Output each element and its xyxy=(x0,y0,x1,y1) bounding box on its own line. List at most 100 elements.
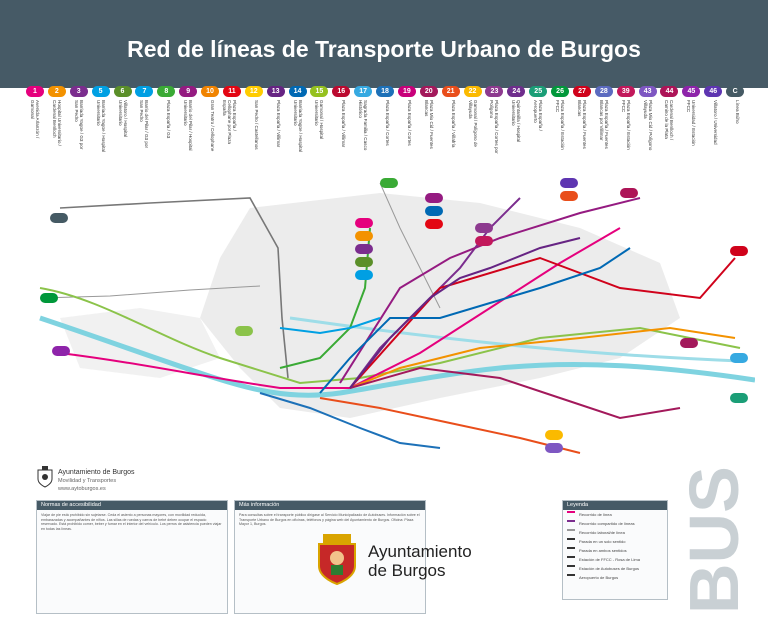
line-route-label: Plaza España / Fuentes Blancas por Villi… xyxy=(598,100,609,149)
line-badge xyxy=(52,346,70,356)
line-badge xyxy=(475,236,493,246)
bus-line xyxy=(349,326,736,389)
line-route-label: Plaza España / Villafría xyxy=(450,100,456,148)
info-box-text: Viajar de pie está prohibido sin sujetar… xyxy=(41,513,222,531)
line-number: 5 xyxy=(91,86,110,97)
line-number: 9 xyxy=(179,86,198,97)
org-name-line1: Ayuntamiento xyxy=(368,542,472,561)
bus-line xyxy=(349,237,581,389)
legend-label: Recorrido de línea xyxy=(579,512,612,517)
line-route-label: Plaza España / Villimar xyxy=(275,100,281,148)
city-coat-of-arms-icon xyxy=(318,534,356,586)
line-route-label: San Pedro / Castellanos xyxy=(253,100,259,150)
line-number: 6 xyxy=(113,86,132,97)
legend-label: Estación de FFCC - Rosa de Lima xyxy=(579,557,640,562)
line-badge xyxy=(680,338,698,348)
line-route-label: Plaza España / Estación FFCC xyxy=(555,100,566,150)
line-number: 15 xyxy=(310,86,329,97)
line-badge xyxy=(545,430,563,440)
bus-line xyxy=(319,247,631,394)
line-badge xyxy=(560,191,578,201)
line-route-label: Plaza España / Aeropuerto xyxy=(533,100,544,131)
line-number: 7 xyxy=(135,86,154,97)
line-badge xyxy=(560,178,578,188)
line-badge xyxy=(425,219,443,229)
line-route-label: Universidad / Estación FFCC xyxy=(686,100,697,146)
river-arlanzon xyxy=(39,315,755,398)
legend-symbol-icon xyxy=(567,537,575,546)
org-dept: Movilidad y Transportes xyxy=(58,478,117,484)
legend-label: Recorrido laboral/de línea xyxy=(579,530,625,535)
org-block-small: Ayuntamiento de Burgos Movilidad y Trans… xyxy=(58,469,135,493)
line-route-label: Barriada Yagüe / Hospital Universitario xyxy=(95,100,106,152)
bus-line xyxy=(59,227,621,389)
bus-line xyxy=(349,366,681,420)
line-index: 1 Avenida Arlanzón / Gamonal 2 Hospital Uni… xyxy=(26,86,750,156)
line-number: 39 xyxy=(616,86,635,97)
info-box-accessibility: Normas de accesibilidad Viajar de pie es… xyxy=(36,500,228,614)
line-route-label: Quintanilla / Hospital Universitario xyxy=(511,100,522,143)
line-route-label: Plaza España / Cortes por Polígono xyxy=(489,100,500,154)
line-badge xyxy=(545,443,563,453)
transit-map xyxy=(39,178,755,454)
svg-text:BUS: BUS xyxy=(676,466,753,614)
line-number: 44 xyxy=(660,86,679,97)
line-number: 45 xyxy=(682,86,701,97)
bus-line xyxy=(349,256,736,389)
line-route-label: Barriada Yagüe / G3 por San Pedro xyxy=(73,100,84,150)
legend-symbol-icon xyxy=(567,564,575,573)
legend-title: Leyenda xyxy=(563,501,667,510)
line-route-label: Villatoro / Universidad xyxy=(713,100,719,145)
line-number: 27 xyxy=(572,86,591,97)
line-route-label: Línea Búho xyxy=(735,100,741,124)
legend-item: Aeropuerto de Burgos xyxy=(563,573,667,582)
line-number: 46 xyxy=(704,86,723,97)
line-route-label: Plaza España / Cortes xyxy=(406,100,412,146)
line-number: 26 xyxy=(551,86,570,97)
line-number: 2 xyxy=(47,86,66,97)
line-number: 1 xyxy=(26,86,44,97)
line-route-label: Hospital Universitario / Cardenal Benllo… xyxy=(51,100,62,146)
line-number: C xyxy=(726,86,745,97)
city-seal-icon xyxy=(37,466,53,488)
line-badge xyxy=(425,193,443,203)
legend-label: Estación de Autobuses de Burgos xyxy=(579,566,640,571)
line-route-label: Avenida Arlanzón / Gamonal xyxy=(30,100,40,139)
line-badge xyxy=(235,326,253,336)
line-route-label: Plaza Mio Cid / Fuentes Blancas xyxy=(423,100,434,149)
line-route-label: Plaza España / Cellophane por Plaza Espa… xyxy=(221,100,237,144)
line-number: 17 xyxy=(354,86,373,97)
legend-item: Estación de Autobuses de Burgos xyxy=(563,564,667,573)
line-route-label: Gran Teatro / Cellophane xyxy=(210,100,216,152)
legend-symbol-icon xyxy=(567,546,575,555)
legend-symbol-icon xyxy=(567,519,575,528)
org-name: Ayuntamiento de Burgos xyxy=(58,469,135,476)
line-badge xyxy=(620,188,638,198)
line-route-label: Plaza España / Villimar xyxy=(341,100,347,148)
line-badge xyxy=(355,231,373,241)
line-number: 18 xyxy=(376,86,395,97)
legend-label: Recorrido compartido de líneas xyxy=(579,521,635,526)
line-number: 22 xyxy=(463,86,482,97)
legend-item: Estación de FFCC - Rosa de Lima xyxy=(563,555,667,564)
line-badge xyxy=(355,257,373,267)
line-route-label: Gamonal / Hospital Universitario xyxy=(314,100,325,140)
bus-line xyxy=(279,317,381,335)
legend-symbol-icon xyxy=(567,573,575,582)
line-number: 8 xyxy=(157,86,176,97)
legend-item: Recorrido de línea xyxy=(563,510,667,519)
org-name-line2: de Burgos xyxy=(368,561,446,580)
line-number: 11 xyxy=(222,86,241,97)
line-route-label: Sagrada Familia / Casco Histórico xyxy=(358,100,369,151)
line-number: 16 xyxy=(332,86,351,97)
line-badge xyxy=(475,223,493,233)
bus-line xyxy=(259,392,441,449)
legend-symbol-icon xyxy=(567,510,575,519)
legend-item: Parada en un solo sentido xyxy=(563,537,667,546)
line-badge xyxy=(40,293,58,303)
bus-vertical-text: BUS xyxy=(676,466,753,614)
legend-symbol-icon xyxy=(567,555,575,564)
legend-label: Parada en un solo sentido xyxy=(579,539,626,544)
line-badge xyxy=(730,353,748,363)
org-block-big: Ayuntamiento de Burgos xyxy=(368,542,472,580)
